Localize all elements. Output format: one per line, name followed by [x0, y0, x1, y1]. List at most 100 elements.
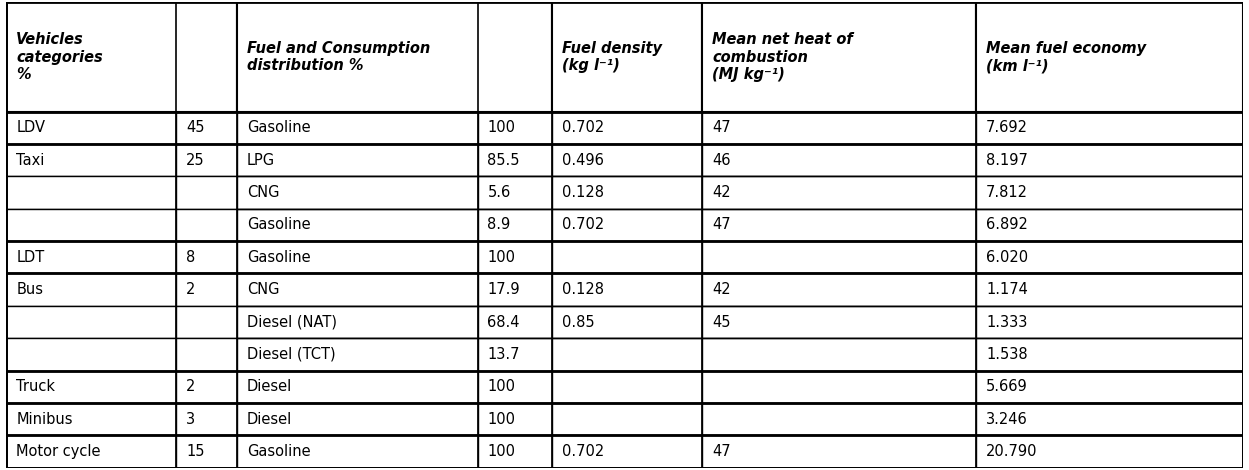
Bar — [477, 209, 552, 241]
Text: 46: 46 — [712, 153, 731, 168]
Text: 100: 100 — [487, 250, 516, 265]
Text: 100: 100 — [487, 120, 516, 135]
Bar — [552, 306, 702, 338]
Bar — [6, 209, 176, 241]
Bar — [237, 209, 477, 241]
Text: 3.246: 3.246 — [985, 412, 1028, 427]
Text: Truck: Truck — [16, 379, 55, 394]
Bar — [702, 403, 977, 435]
Bar — [477, 435, 552, 468]
Bar — [702, 241, 977, 274]
Bar — [237, 306, 477, 338]
Bar — [977, 274, 1243, 306]
Text: 8: 8 — [186, 250, 195, 265]
Bar — [702, 306, 977, 338]
Text: CNG: CNG — [247, 185, 280, 200]
Text: 0.85: 0.85 — [562, 314, 595, 329]
Bar — [237, 274, 477, 306]
Bar — [477, 306, 552, 338]
Bar — [702, 176, 977, 209]
Bar — [6, 2, 237, 112]
Text: 47: 47 — [712, 444, 731, 459]
Text: Gasoline: Gasoline — [247, 218, 310, 233]
Bar — [552, 144, 702, 176]
Bar — [6, 306, 176, 338]
Bar — [552, 338, 702, 370]
Text: 45: 45 — [186, 120, 205, 135]
Bar — [977, 176, 1243, 209]
Bar — [176, 435, 237, 468]
Bar — [702, 2, 977, 112]
Bar — [702, 370, 977, 403]
Text: 1.333: 1.333 — [985, 314, 1028, 329]
Text: Motor cycle: Motor cycle — [16, 444, 101, 459]
Bar — [977, 209, 1243, 241]
Text: 100: 100 — [487, 412, 516, 427]
Text: Diesel (TCT): Diesel (TCT) — [247, 347, 335, 362]
Text: Gasoline: Gasoline — [247, 120, 310, 135]
Bar — [702, 209, 977, 241]
Text: Minibus: Minibus — [16, 412, 72, 427]
Bar — [702, 435, 977, 468]
Text: 13.7: 13.7 — [487, 347, 520, 362]
Bar — [977, 370, 1243, 403]
Text: 8.9: 8.9 — [487, 218, 511, 233]
Bar — [552, 112, 702, 144]
Bar — [552, 176, 702, 209]
Bar — [477, 176, 552, 209]
Bar — [977, 435, 1243, 468]
Text: 2: 2 — [186, 282, 196, 297]
Bar — [977, 241, 1243, 274]
Bar — [6, 338, 176, 370]
Bar — [176, 338, 237, 370]
Text: Gasoline: Gasoline — [247, 250, 310, 265]
Bar — [977, 112, 1243, 144]
Text: Vehicles
categories
%: Vehicles categories % — [16, 32, 102, 82]
Text: 0.702: 0.702 — [562, 120, 605, 135]
Text: 1.538: 1.538 — [985, 347, 1028, 362]
Text: 5.6: 5.6 — [487, 185, 511, 200]
Text: LDV: LDV — [16, 120, 45, 135]
Bar — [702, 338, 977, 370]
Bar — [6, 241, 176, 274]
Bar — [176, 403, 237, 435]
Text: LDT: LDT — [16, 250, 45, 265]
Bar — [6, 370, 176, 403]
Text: 0.128: 0.128 — [562, 282, 605, 297]
Bar — [977, 338, 1243, 370]
Text: CNG: CNG — [247, 282, 280, 297]
Text: 5.669: 5.669 — [985, 379, 1028, 394]
Bar — [176, 306, 237, 338]
Bar — [702, 112, 977, 144]
Text: 7.692: 7.692 — [985, 120, 1028, 135]
Bar — [552, 403, 702, 435]
Bar — [477, 144, 552, 176]
Text: 17.9: 17.9 — [487, 282, 520, 297]
Bar — [552, 370, 702, 403]
Text: 8.197: 8.197 — [985, 153, 1028, 168]
Text: Mean fuel economy
(km l⁻¹): Mean fuel economy (km l⁻¹) — [985, 41, 1147, 73]
Text: 0.702: 0.702 — [562, 218, 605, 233]
Text: 0.496: 0.496 — [562, 153, 605, 168]
Text: Bus: Bus — [16, 282, 44, 297]
Bar — [477, 403, 552, 435]
Bar — [237, 2, 552, 112]
Bar — [477, 274, 552, 306]
Text: Diesel: Diesel — [247, 412, 292, 427]
Bar — [176, 274, 237, 306]
Text: 25: 25 — [186, 153, 205, 168]
Bar — [977, 2, 1243, 112]
Bar — [977, 144, 1243, 176]
Bar — [237, 403, 477, 435]
Bar — [176, 241, 237, 274]
Bar — [552, 241, 702, 274]
Bar — [6, 144, 176, 176]
Bar — [702, 274, 977, 306]
Text: 0.128: 0.128 — [562, 185, 605, 200]
Text: 47: 47 — [712, 218, 731, 233]
Bar — [552, 435, 702, 468]
Text: 42: 42 — [712, 282, 731, 297]
Bar — [237, 144, 477, 176]
Text: 0.702: 0.702 — [562, 444, 605, 459]
Bar — [552, 2, 702, 112]
